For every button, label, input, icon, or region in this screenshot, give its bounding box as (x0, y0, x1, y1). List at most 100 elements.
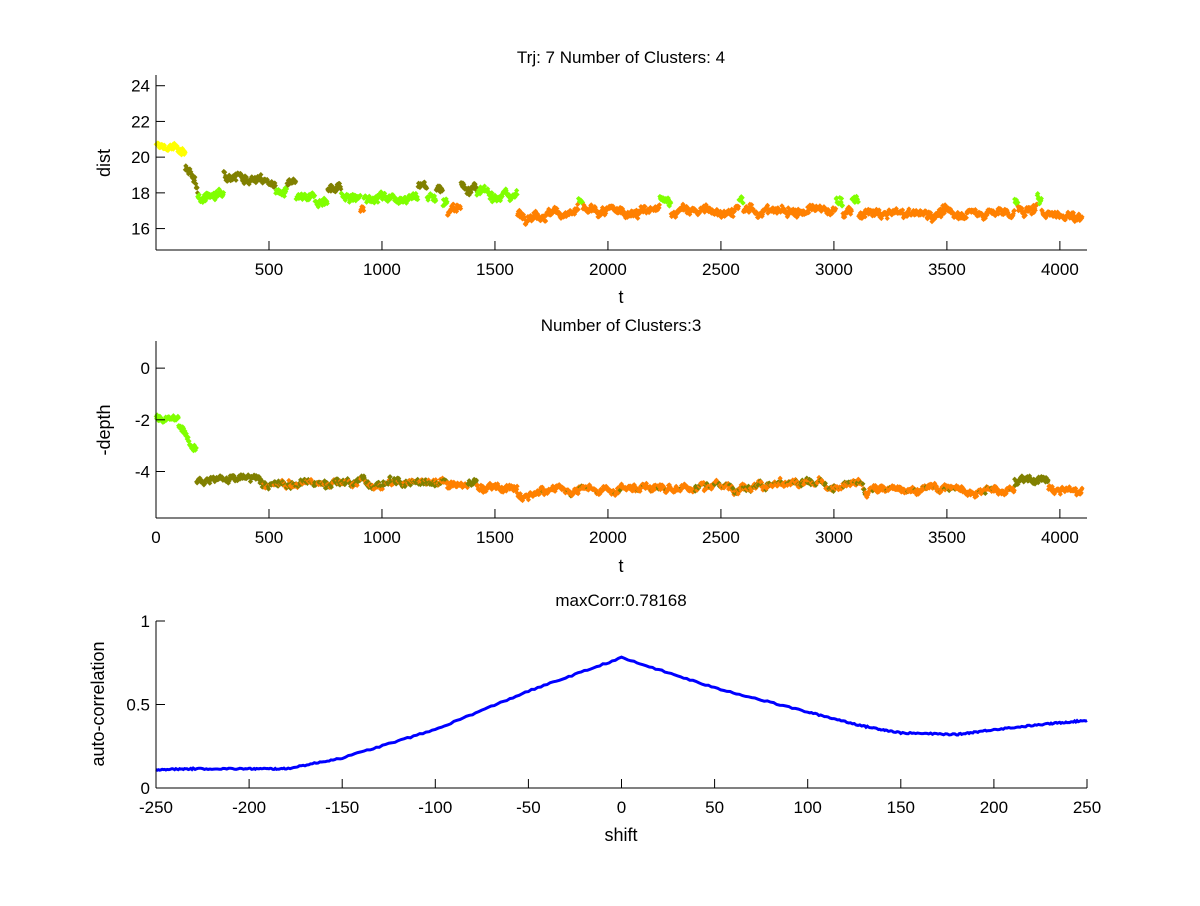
data-point (474, 192, 480, 198)
data-point (382, 190, 388, 196)
data-point (514, 483, 520, 489)
data-point (714, 206, 720, 213)
data-point (995, 491, 1002, 497)
data-point (674, 485, 680, 491)
data-point (322, 196, 328, 202)
data-point (838, 199, 844, 205)
data-point (740, 481, 746, 487)
data-point (298, 477, 304, 483)
data-point (481, 183, 488, 189)
data-point (984, 212, 990, 218)
data-point (818, 208, 824, 214)
data-point (830, 488, 837, 494)
y-tick-label: 20 (131, 148, 150, 167)
data-point (792, 207, 799, 213)
data-point (475, 482, 481, 488)
data-point (898, 484, 904, 491)
x-tick-label: 200 (980, 798, 1008, 817)
data-point (379, 486, 386, 492)
data-point (674, 210, 680, 217)
x-tick-label: 3500 (928, 260, 966, 279)
data-point (602, 212, 608, 218)
data-point (640, 209, 646, 215)
data-point (342, 481, 348, 488)
data-point (825, 206, 831, 213)
y-tick-label: 0 (141, 359, 150, 378)
data-point (458, 206, 464, 212)
data-point (848, 208, 855, 214)
data-point (759, 479, 765, 486)
data-point (1035, 480, 1041, 486)
data-point (725, 480, 731, 487)
data-point (1049, 483, 1055, 490)
data-point (963, 215, 969, 221)
data-point (557, 211, 564, 217)
data-point (806, 210, 812, 216)
data-point (829, 484, 835, 490)
y-tick-label: 22 (131, 112, 150, 131)
data-point (785, 205, 791, 211)
data-point (485, 186, 491, 192)
data-point (749, 202, 755, 208)
data-point (879, 483, 885, 489)
data-point (196, 192, 202, 198)
data-point (742, 208, 748, 214)
data-point (450, 201, 456, 207)
data-point (748, 488, 754, 494)
data-point (464, 190, 470, 197)
data-point (862, 211, 868, 217)
data-point (928, 210, 934, 216)
y-tick-label: 16 (131, 220, 150, 239)
plot-title: maxCorr:0.78168 (555, 591, 686, 610)
data-point (371, 200, 377, 206)
y-tick-label: 0.5 (126, 696, 150, 715)
data-point (185, 434, 191, 440)
data-point (900, 207, 906, 213)
data-point (191, 442, 198, 448)
data-point (530, 215, 536, 222)
data-point (532, 211, 538, 217)
data-point (665, 487, 671, 493)
data-point (709, 485, 715, 491)
data-point (728, 209, 734, 216)
data-point (846, 209, 852, 215)
data-point (402, 481, 409, 488)
data-point (652, 486, 658, 492)
data-point (953, 483, 959, 489)
data-point (682, 481, 688, 488)
data-point (175, 415, 181, 421)
data-point (739, 195, 745, 201)
data-point (657, 487, 663, 493)
data-point (353, 198, 359, 204)
data-point (525, 497, 531, 503)
data-point (518, 493, 524, 499)
data-point (845, 207, 851, 213)
data-point (834, 195, 840, 201)
data-point (1038, 195, 1044, 202)
data-point (642, 203, 648, 210)
data-point (514, 187, 520, 194)
data-point (192, 174, 198, 180)
data-point (745, 483, 752, 489)
data-point (432, 483, 438, 489)
data-point (281, 193, 287, 199)
data-point (247, 478, 254, 485)
data-point (348, 192, 354, 199)
data-point (998, 206, 1004, 212)
data-point (293, 178, 299, 184)
plot-title: Trj: 7 Number of Clusters: 4 (517, 48, 725, 67)
plot-title: Number of Clusters:3 (541, 316, 702, 335)
data-point (995, 211, 1002, 217)
data-point (1015, 481, 1021, 487)
data-point (870, 488, 876, 494)
data-point (692, 488, 698, 494)
data-point (497, 198, 503, 204)
data-point (991, 488, 997, 494)
data-point (257, 175, 263, 181)
data-point (388, 195, 395, 201)
data-point (1019, 205, 1025, 212)
data-point (373, 194, 379, 200)
data-point (473, 477, 480, 483)
data-point (220, 190, 227, 196)
data-point (977, 486, 983, 493)
